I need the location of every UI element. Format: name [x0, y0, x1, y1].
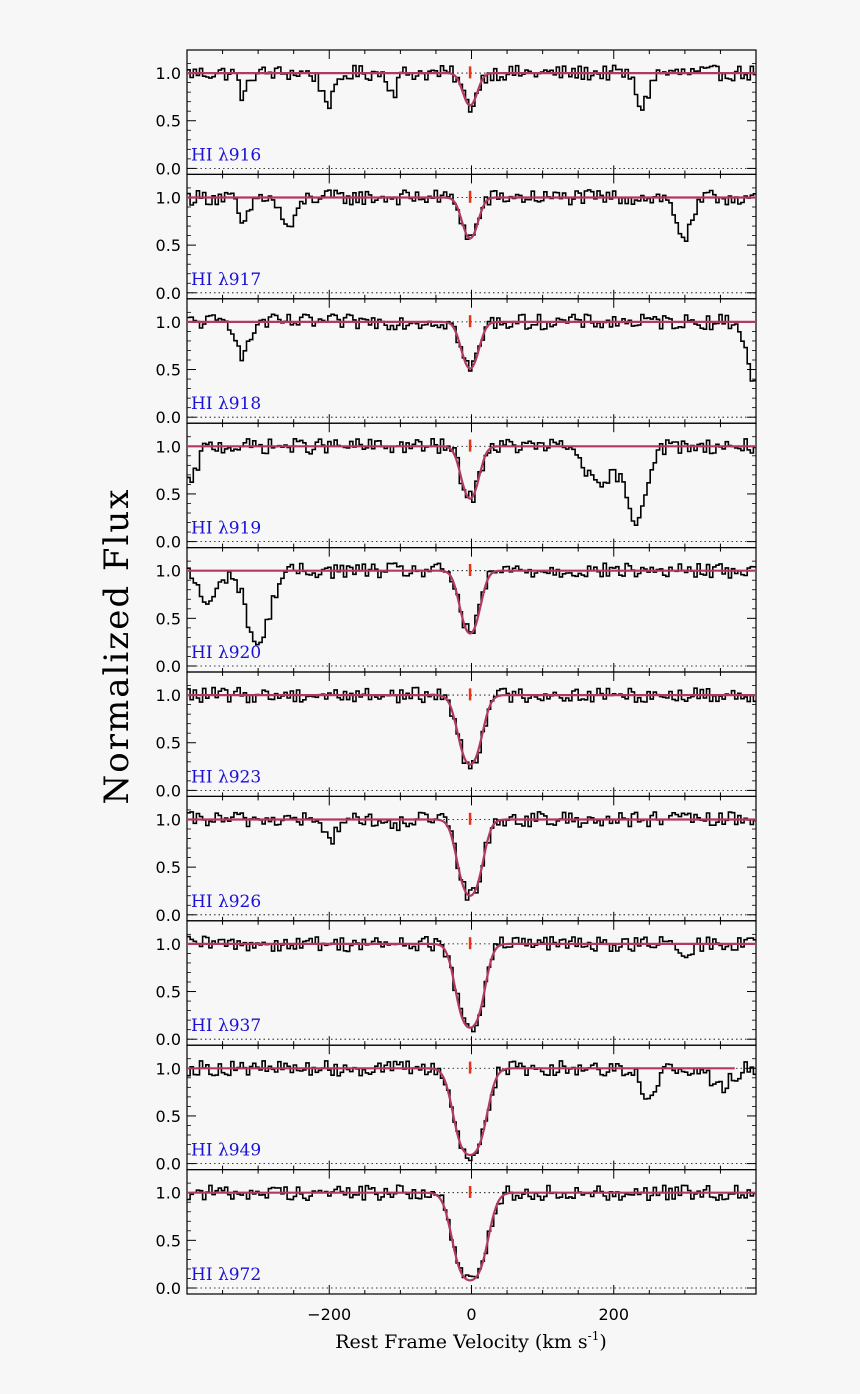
y-tick-label: 1.0 — [156, 313, 181, 332]
fit-curve — [187, 196, 756, 240]
y-tick-label: 1.0 — [156, 686, 181, 705]
y-tick-label: 0.5 — [156, 236, 181, 255]
fit-curve — [187, 942, 756, 1029]
fit-curve — [187, 72, 756, 107]
spectrum-panel: 0.0 0.5 1.0 HI λ919 — [156, 422, 757, 552]
y-tick-label: 0.0 — [156, 1279, 181, 1298]
y-tick-label: 0.0 — [156, 159, 181, 178]
transition-label: HI λ916 — [191, 145, 261, 165]
transition-label: HI λ949 — [191, 1141, 261, 1161]
fit-curve — [187, 694, 756, 766]
y-tick-label: 1.0 — [156, 188, 181, 207]
y-tick-label: 1.0 — [156, 810, 181, 829]
y-tick-label: 0.5 — [156, 734, 181, 753]
y-tick-label: 1.0 — [156, 64, 181, 83]
spectrum-panel: 0.0 0.5 1.0 HI λ926 — [156, 795, 757, 925]
x-tick-label: 0 — [466, 1305, 476, 1324]
y-tick-label: 0.0 — [156, 408, 181, 427]
fit-curve — [187, 1191, 756, 1282]
transition-label: HI λ926 — [191, 892, 261, 912]
x-tick-label: 200 — [598, 1305, 629, 1324]
y-tick-label: 0.0 — [156, 1155, 181, 1174]
y-tick-label: 1.0 — [156, 562, 181, 581]
fit-curve — [187, 569, 756, 635]
y-tick-label: 1.0 — [156, 437, 181, 456]
spectrum-panel: 0.0 0.5 1.0 HI λ937 — [156, 920, 757, 1049]
y-tick-label: 1.0 — [156, 935, 181, 954]
x-axis-title: Rest Frame Velocity (km s-1) — [335, 1329, 607, 1353]
y-tick-label: 0.5 — [156, 858, 181, 877]
x-tick-labels: −200 0 200 — [307, 1305, 629, 1324]
transition-label: HI λ917 — [191, 270, 261, 290]
y-tick-label: 0.5 — [156, 609, 181, 628]
fit-curve — [187, 818, 756, 897]
transition-label: HI λ918 — [191, 394, 261, 414]
y-tick-label: 0.5 — [156, 983, 181, 1002]
x-axis-title-main: Rest Frame Velocity (km s — [335, 1331, 587, 1353]
fit-curve — [187, 1067, 735, 1157]
y-tick-label: 0.5 — [156, 485, 181, 504]
spectrum-panel: 0.0 0.5 1.0 HI λ917 — [156, 173, 757, 303]
y-tick-label: 0.5 — [156, 1107, 181, 1126]
y-tick-label: 0.0 — [156, 657, 181, 676]
y-tick-label: 0.0 — [156, 284, 181, 303]
y-tick-label: 0.0 — [156, 906, 181, 925]
y-tick-label: 0.5 — [156, 361, 181, 380]
x-axis-title-close: ) — [599, 1331, 606, 1353]
observed-spectrum — [187, 189, 756, 242]
y-tick-label: 0.0 — [156, 1030, 181, 1049]
panel-stack: 0.0 0.5 1.0 HI λ916 0.0 0.5 1.0 HI λ917 0.0 0.5 1.… — [156, 49, 757, 1324]
transition-label: HI λ923 — [191, 767, 261, 787]
fit-curve — [187, 445, 756, 500]
y-tick-label: 1.0 — [156, 1059, 181, 1078]
fit-curve — [187, 320, 756, 370]
transition-label: HI λ919 — [191, 519, 261, 539]
transition-label: HI λ920 — [191, 643, 261, 663]
y-axis-title: Normalized Flux — [97, 488, 137, 805]
transition-label: HI λ937 — [191, 1016, 261, 1036]
y-tick-label: 0.0 — [156, 781, 181, 800]
y-tick-label: 0.0 — [156, 533, 181, 552]
spectrum-panel: 0.0 0.5 1.0 HI λ920 — [156, 546, 757, 676]
y-tick-label: 0.5 — [156, 1231, 181, 1250]
x-tick-label: −200 — [307, 1305, 351, 1324]
spectrum-panel: 0.0 0.5 1.0 HI λ918 — [156, 298, 757, 427]
y-tick-label: 1.0 — [156, 1184, 181, 1203]
spectrum-panel: 0.0 0.5 1.0 HI λ916 — [156, 49, 757, 178]
x-axis-title-superscript: -1 — [588, 1329, 600, 1343]
y-tick-label: 0.5 — [156, 112, 181, 131]
spectrum-panel: 0.0 0.5 1.0 HI λ972 — [156, 1168, 757, 1298]
transition-label: HI λ972 — [191, 1265, 261, 1285]
